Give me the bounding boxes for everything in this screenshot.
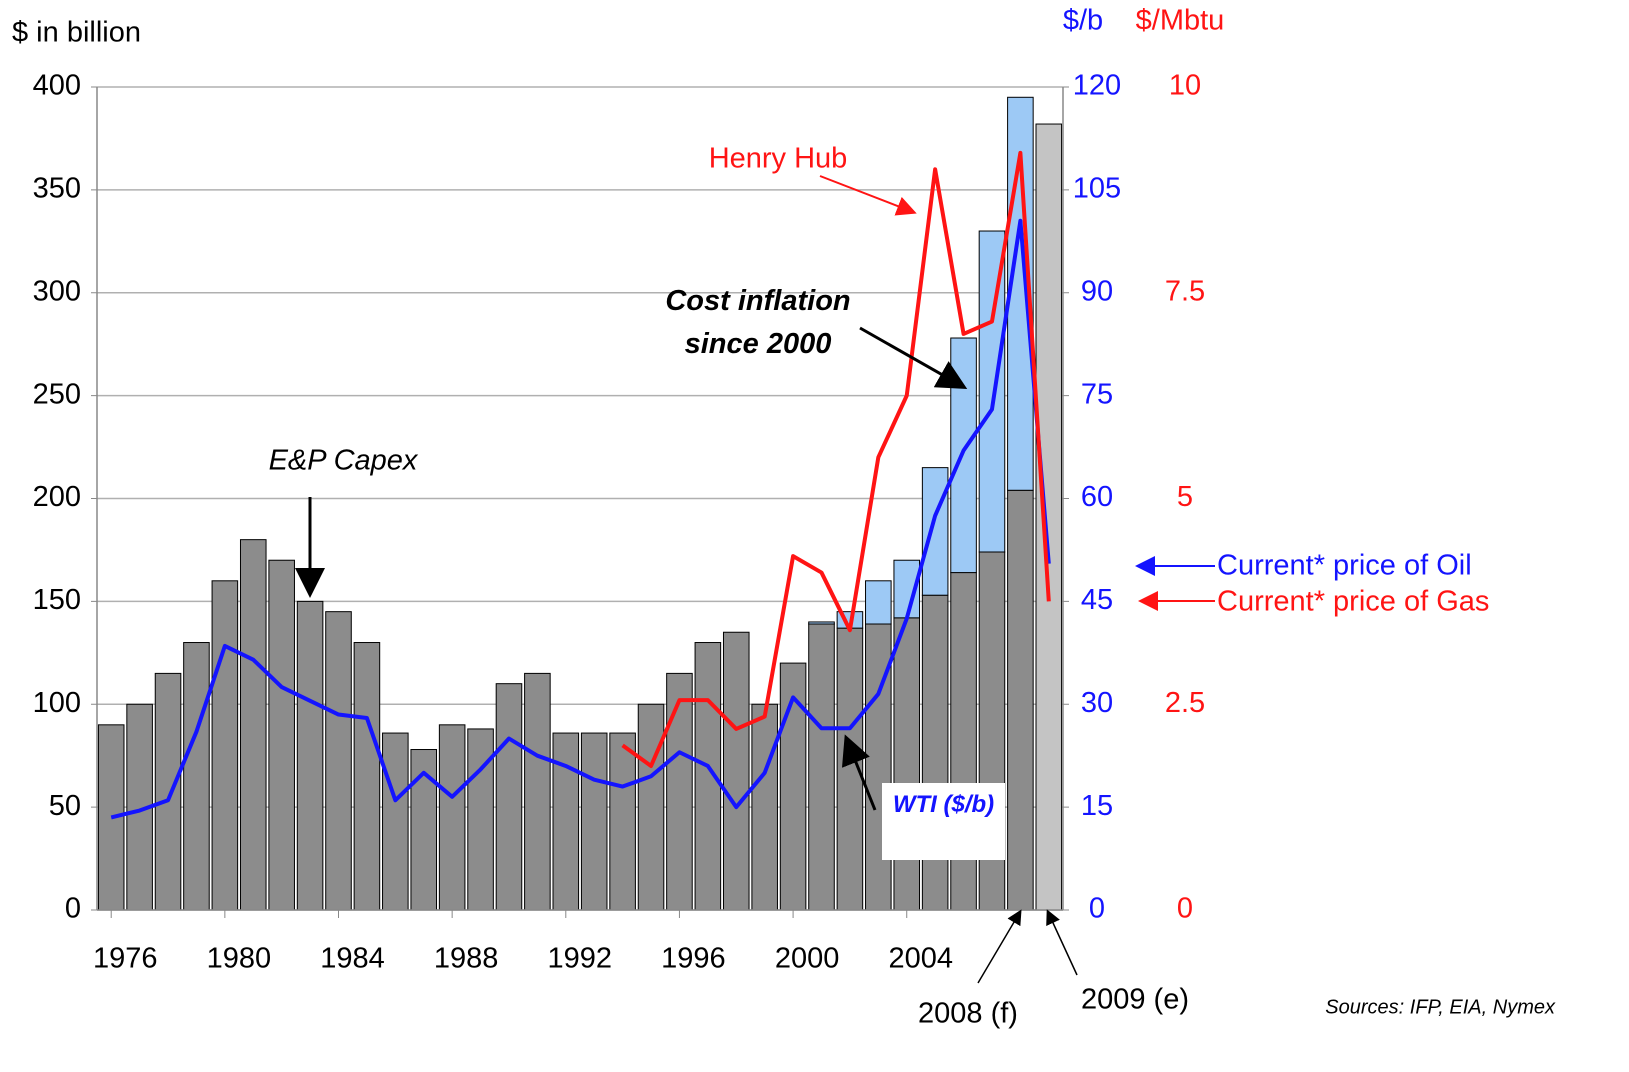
x-tick-label: 1992 (548, 943, 613, 975)
y-tick-label: 400 (33, 70, 81, 102)
x-tick-label: 1984 (320, 943, 385, 975)
bar (808, 621, 835, 625)
bar (410, 749, 438, 911)
wti-arrow (841, 734, 877, 811)
inflation-arrow (859, 326, 968, 389)
source: Sources: IFP, EIA, Nymex (1325, 996, 1556, 1018)
y2-tick-label: 90 (1081, 275, 1113, 307)
bar (1007, 489, 1034, 911)
x-tick-label: 2000 (775, 943, 840, 975)
bar (353, 642, 381, 911)
gas-price-note: Current* price of Gas (1217, 586, 1489, 618)
capex-label: E&P Capex (269, 445, 419, 477)
bar (580, 732, 608, 911)
bar (978, 230, 1006, 553)
bar (751, 703, 778, 911)
y2-axis-title: $/b (1063, 5, 1103, 37)
y2-tick-label: 60 (1081, 481, 1113, 513)
bar (495, 683, 523, 911)
x-tick-label: 2004 (888, 943, 953, 975)
y3-tick-label: 10 (1169, 70, 1201, 102)
y3-tick-label: 5 (1177, 481, 1193, 513)
y2-tick-label: 120 (1073, 70, 1121, 102)
bar (325, 611, 352, 911)
inflation-label: Cost inflation since 2000 (665, 285, 851, 360)
x-tick-label: 1988 (434, 943, 499, 975)
bar (609, 732, 636, 911)
bar (438, 724, 466, 911)
estimate-label: 2009 (e) (1081, 984, 1189, 1016)
y3-tick-label: 7.5 (1165, 275, 1205, 307)
bar (524, 672, 551, 911)
y2-tick-label: 30 (1081, 687, 1113, 719)
y-tick-label: 0 (65, 893, 81, 925)
line (110, 218, 1051, 820)
x-tick-label: 1996 (661, 943, 726, 975)
lines (110, 150, 1051, 820)
bar (467, 728, 494, 911)
bar (183, 642, 210, 911)
oil-price-note: Current* price of Oil (1217, 550, 1472, 582)
line (621, 150, 1051, 768)
bar (921, 467, 949, 596)
bar (666, 672, 693, 911)
y-tick-label: 300 (33, 275, 81, 307)
bar (239, 539, 267, 911)
x-tick-label: 1980 (207, 943, 272, 975)
y2-tick-label: 75 (1081, 378, 1113, 410)
axes: 0501001502002503003504000153045607590105… (33, 70, 1206, 975)
bar (97, 724, 125, 911)
y-axis-title: $ in billion (12, 17, 141, 49)
x-tick-label: 1976 (93, 943, 158, 975)
y-tick-label: 350 (33, 173, 81, 205)
bar (722, 631, 750, 911)
y-tick-label: 150 (33, 584, 81, 616)
henry-hub-label: Henry Hub (709, 143, 848, 175)
bar (808, 623, 835, 911)
bar (382, 732, 409, 911)
henry-hub-arrow (819, 175, 917, 216)
bar (268, 559, 295, 911)
bar (637, 703, 665, 911)
bar (296, 600, 324, 911)
bar (1035, 123, 1063, 911)
y-tick-label: 200 (33, 481, 81, 513)
forecast-label: 2008 (f) (918, 998, 1018, 1030)
y-tick-label: 100 (33, 687, 81, 719)
bar (154, 672, 182, 911)
y2-tick-label: 0 (1089, 893, 1105, 925)
y2-tick-label: 15 (1081, 790, 1113, 822)
bar (865, 580, 892, 625)
y3-axis-title: $/Mbtu (1136, 5, 1225, 37)
bar (552, 732, 580, 911)
wti-label-box (882, 783, 1005, 860)
y3-tick-label: 0 (1177, 893, 1193, 925)
bar (893, 617, 921, 911)
y3-tick-label: 2.5 (1165, 687, 1205, 719)
y-tick-label: 250 (33, 378, 81, 410)
y2-tick-label: 45 (1081, 584, 1113, 616)
estimate-pointer (1046, 909, 1078, 976)
bar (921, 594, 949, 911)
y-tick-label: 50 (49, 790, 81, 822)
wti-label: WTI ($/b) (892, 791, 995, 818)
bar (211, 580, 239, 911)
forecast-pointer (977, 909, 1022, 984)
y2-tick-label: 105 (1073, 173, 1121, 205)
